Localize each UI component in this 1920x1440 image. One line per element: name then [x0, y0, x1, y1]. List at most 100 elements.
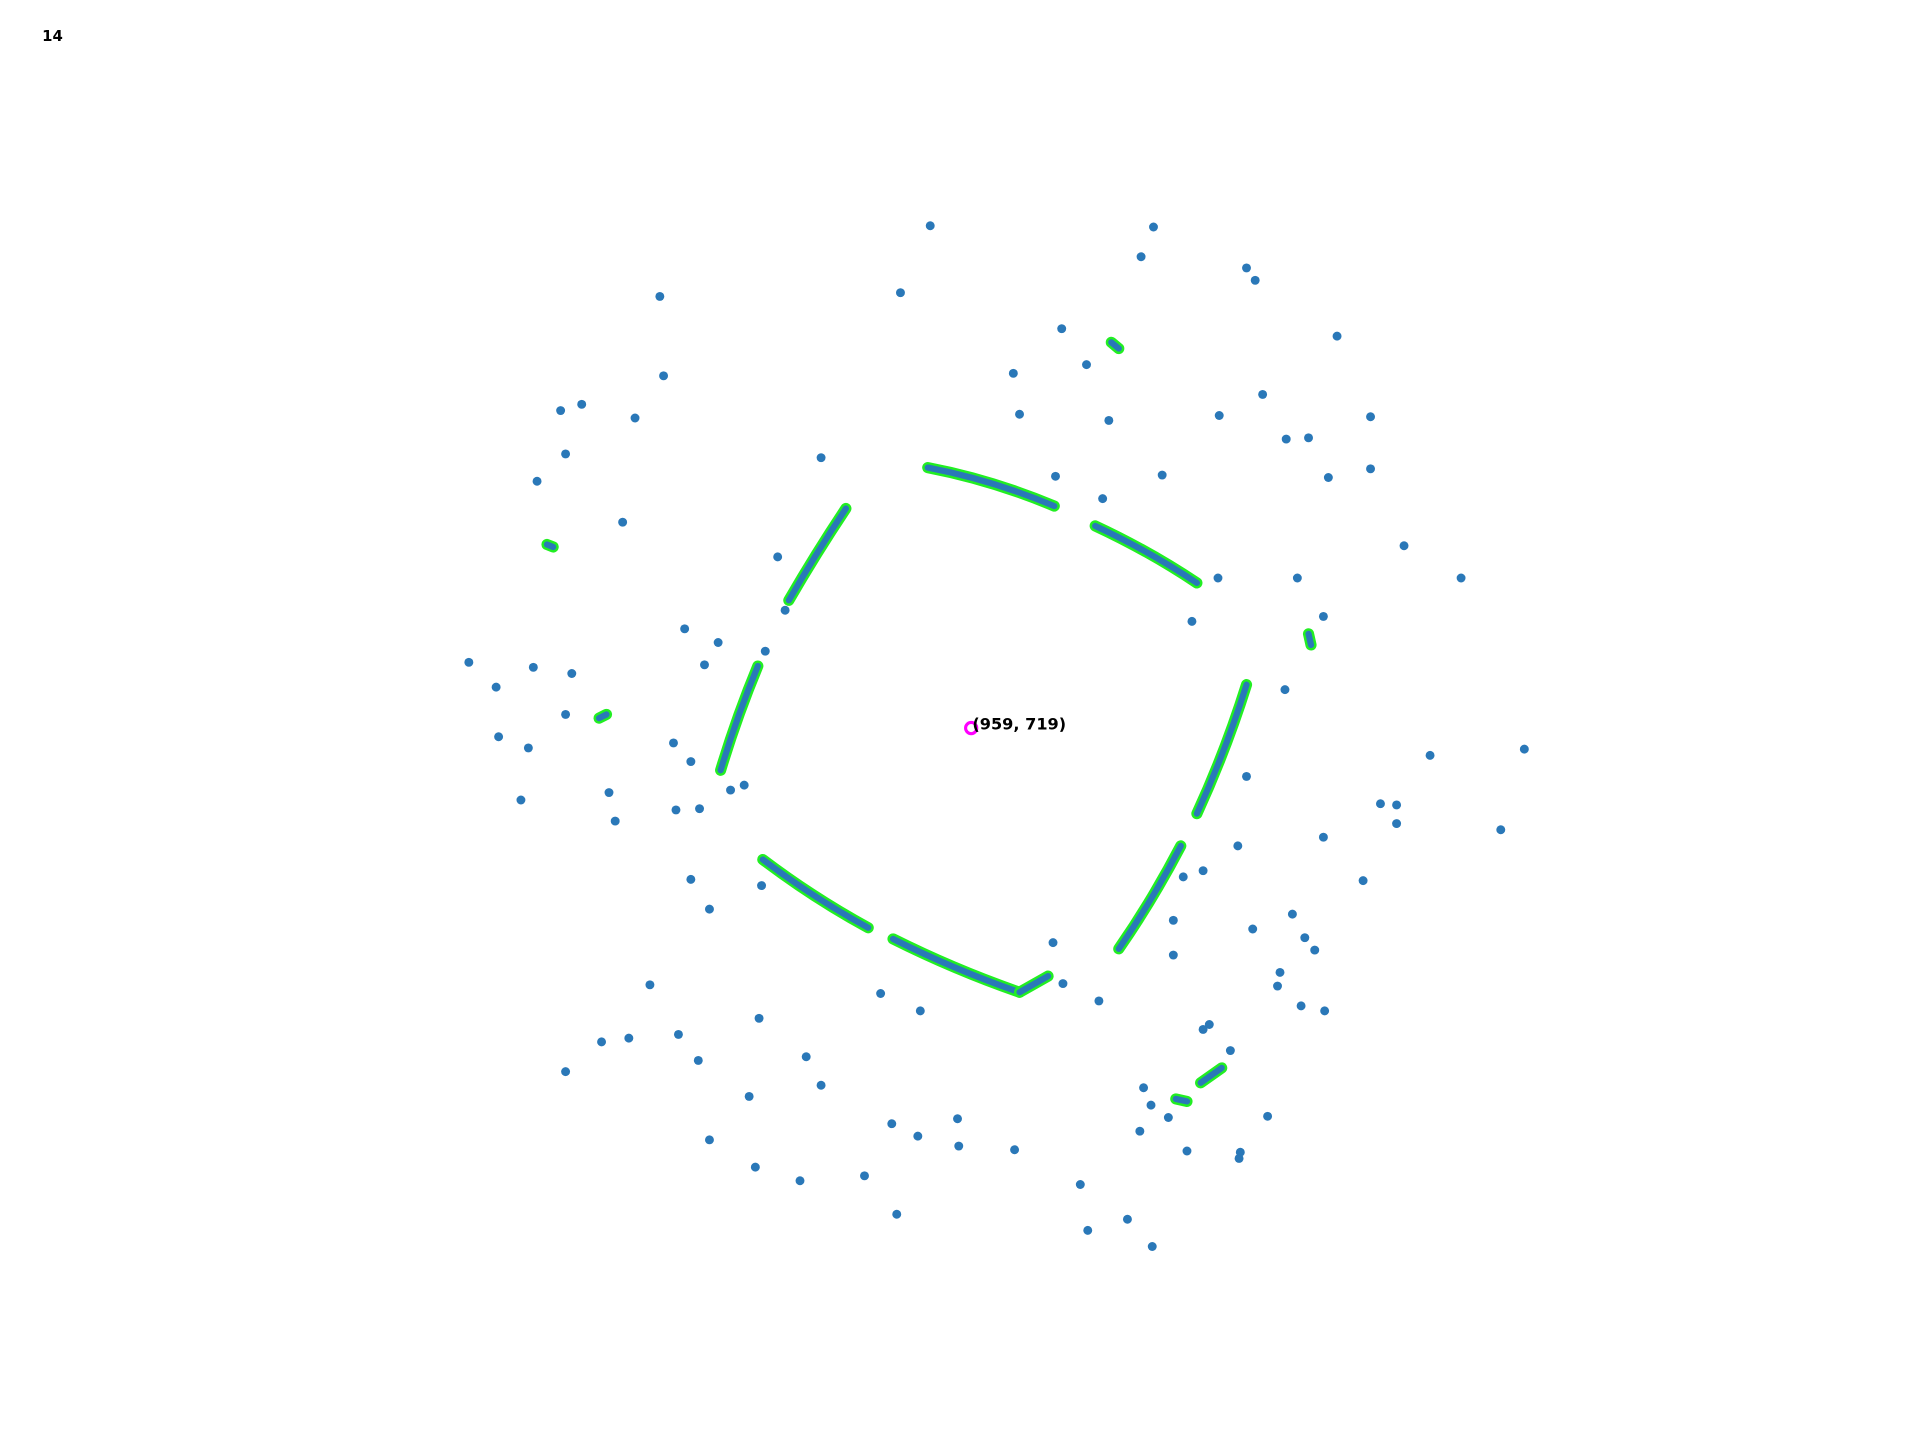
- dot: [1318, 832, 1328, 842]
- dot: [1258, 389, 1268, 399]
- dot: [892, 1209, 902, 1219]
- dot: [1273, 981, 1282, 991]
- dot: [528, 662, 538, 672]
- dot: [597, 1037, 607, 1047]
- arc-core: [595, 711, 610, 722]
- dot: [1198, 1024, 1208, 1034]
- dot: [1304, 433, 1313, 443]
- arc-core: [1092, 522, 1200, 587]
- dot: [757, 881, 767, 891]
- dot: [1168, 950, 1178, 960]
- dot: [561, 709, 571, 719]
- dot: [604, 788, 614, 798]
- dot: [1280, 685, 1290, 695]
- arc-core: [785, 505, 849, 604]
- dot: [686, 874, 696, 884]
- dot: [1292, 573, 1302, 583]
- dot: [1366, 412, 1376, 422]
- dot: [532, 476, 542, 486]
- arc-core: [759, 856, 872, 931]
- dot: [1178, 872, 1188, 882]
- dot: [624, 1033, 634, 1043]
- dot: [659, 371, 669, 381]
- dot: [953, 1114, 962, 1124]
- center-label: (959, 719): [972, 714, 1066, 733]
- dot: [1242, 771, 1251, 781]
- dot: [1104, 416, 1114, 425]
- dot: [1136, 252, 1146, 262]
- dot: [760, 646, 770, 656]
- dot: [1187, 616, 1197, 626]
- dot: [915, 1006, 925, 1016]
- dot: [1281, 434, 1291, 444]
- arc-core: [889, 935, 1023, 996]
- dot: [1248, 924, 1258, 934]
- dot: [816, 453, 826, 463]
- center-marker: [964, 720, 979, 736]
- dot: [1318, 611, 1328, 621]
- dot: [610, 816, 620, 826]
- dot: [655, 291, 665, 301]
- dot: [645, 980, 655, 990]
- arc-segments: [541, 336, 1317, 1107]
- dot: [686, 757, 696, 767]
- dot: [1519, 744, 1529, 754]
- dot: [1157, 470, 1167, 480]
- dot: [1182, 1146, 1192, 1156]
- dot: [1057, 324, 1067, 334]
- arc-core: [1115, 842, 1184, 952]
- dot: [1122, 1214, 1132, 1224]
- dot: [1204, 1020, 1214, 1029]
- dot: [1051, 471, 1060, 481]
- dot: [925, 221, 935, 231]
- arc-core: [1172, 1095, 1191, 1105]
- dot: [704, 904, 714, 914]
- dot: [754, 1013, 764, 1023]
- dot: [1048, 938, 1058, 948]
- dot: [1225, 1046, 1235, 1056]
- dot: [630, 413, 640, 423]
- dot: [693, 1056, 703, 1065]
- dot: [1275, 967, 1285, 977]
- dot: [1147, 1242, 1157, 1251]
- dot: [1392, 819, 1402, 829]
- dot: [1149, 222, 1158, 232]
- dot: [494, 732, 504, 742]
- dot: [1015, 409, 1024, 419]
- dot: [577, 399, 587, 409]
- dot: [913, 1131, 923, 1141]
- dot: [887, 1119, 897, 1129]
- dot: [1263, 1111, 1273, 1121]
- dot: [954, 1141, 964, 1151]
- dot: [896, 288, 905, 298]
- dot: [1376, 799, 1385, 809]
- dot: [1287, 909, 1297, 919]
- dot: [1075, 1180, 1085, 1189]
- dot: [1310, 945, 1320, 955]
- arc-core: [924, 464, 1058, 510]
- dot: [816, 1080, 826, 1090]
- dot: [1082, 360, 1091, 370]
- dot: [713, 638, 723, 647]
- dot: [1425, 750, 1435, 760]
- dot: [1058, 979, 1068, 989]
- dot: [1323, 473, 1333, 482]
- dot: [1456, 573, 1466, 583]
- dot: [1198, 866, 1208, 876]
- dot: [695, 804, 705, 814]
- frame-number: 14: [42, 27, 63, 45]
- dot: [750, 1162, 760, 1172]
- dot: [1366, 464, 1376, 474]
- dot: [1392, 800, 1402, 810]
- dot: [618, 517, 628, 527]
- dot: [795, 1176, 805, 1186]
- dot: [780, 605, 790, 615]
- dot: [1320, 1006, 1330, 1016]
- arc-core: [1108, 339, 1122, 352]
- dot: [1332, 331, 1342, 341]
- dot: [801, 1052, 811, 1062]
- arc-core: [1193, 681, 1250, 817]
- dot: [1146, 1100, 1156, 1110]
